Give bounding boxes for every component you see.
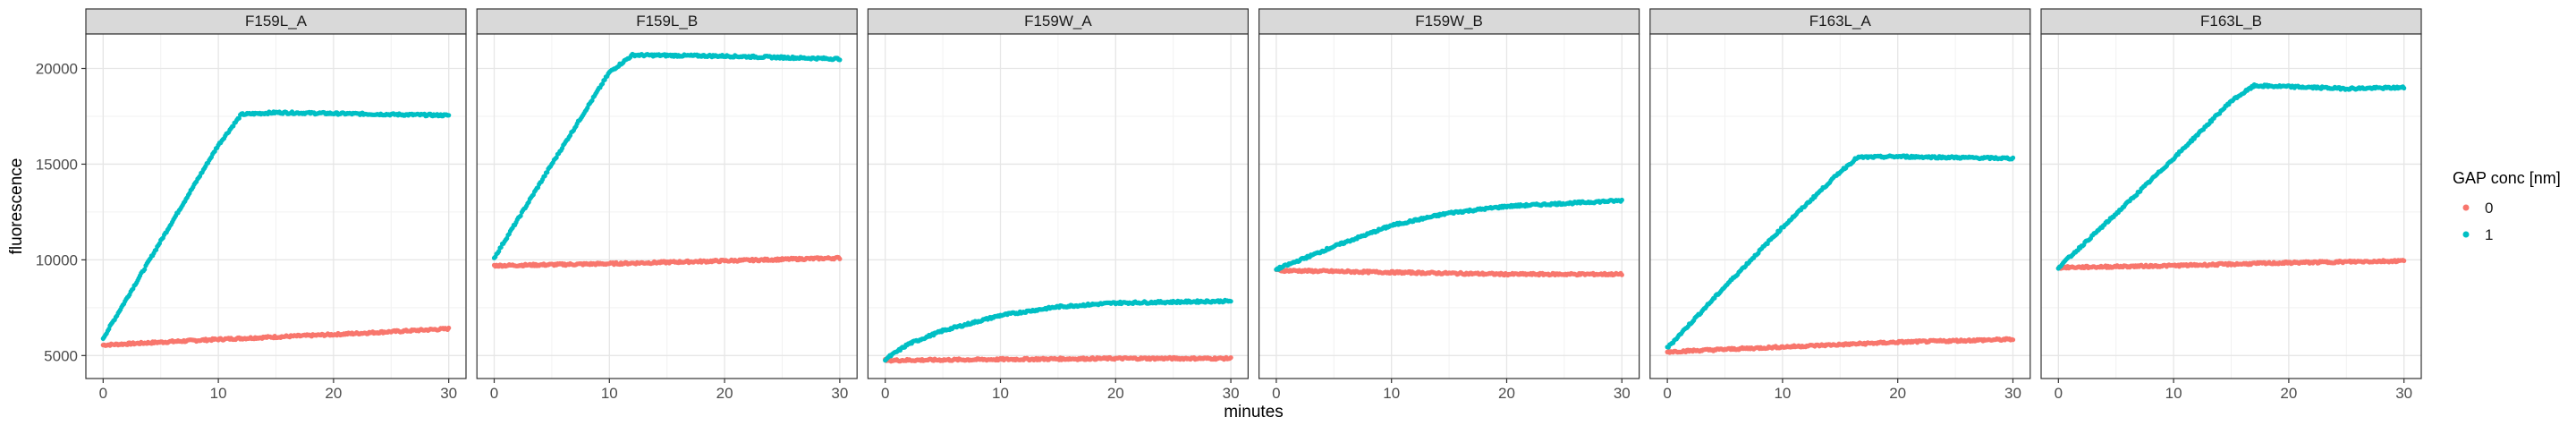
facet-panel: F159L_B 0 10 20 30 (476, 8, 858, 402)
facet-strip (476, 8, 858, 35)
x-tick-label: 20 (1889, 385, 1906, 402)
y-tick-label: 5000 (44, 347, 78, 364)
series-0 (883, 354, 1233, 364)
data-point (446, 113, 452, 118)
panel-border (476, 33, 858, 379)
data-point (1619, 197, 1624, 203)
facet-strip (1649, 8, 2031, 35)
facet-panel: F163L_B 0 10 20 30 (2040, 8, 2422, 402)
data-point (837, 57, 843, 63)
legend-title: GAP conc [nm] (2453, 169, 2561, 187)
x-tick-label: 30 (1223, 385, 1240, 402)
y-tick-label: 15000 (36, 156, 78, 173)
facet-strip-label: F159L_B (636, 13, 698, 30)
x-tick-label: 30 (2004, 385, 2021, 402)
data-point (1228, 299, 1233, 304)
x-tick-label: 10 (601, 385, 618, 402)
x-tick-label: 20 (2280, 385, 2297, 402)
x-tick-label: 30 (1614, 385, 1631, 402)
x-tick-label: 20 (716, 385, 733, 402)
facet-panel: F159L_A 0 10 20 30 5000 10000 15000 20000 (36, 8, 467, 402)
facet-panel: F163L_A 0 10 20 30 (1649, 8, 2031, 402)
legend-key (2462, 231, 2470, 238)
facet-strip-label: F159W_B (1415, 13, 1483, 30)
facet-strip-label: F159W_A (1024, 13, 1092, 30)
panel-border (2040, 33, 2422, 379)
x-tick-label: 20 (1107, 385, 1124, 402)
x-tick-label: 10 (1383, 385, 1400, 402)
series-0 (100, 325, 452, 348)
facet-strip-label: F163L_B (2200, 13, 2262, 30)
facet-panel: F159W_B 0 10 20 30 (1258, 8, 1640, 402)
series-1 (491, 51, 843, 260)
data-point (1619, 272, 1624, 277)
facet-strip-label: F163L_A (1809, 13, 1872, 30)
series-1 (2055, 82, 2407, 271)
x-tick-label: 10 (2165, 385, 2182, 402)
data-point (446, 325, 452, 331)
series-1 (1665, 153, 2016, 350)
y-tick-label: 10000 (36, 251, 78, 268)
legend-label: 1 (2485, 226, 2493, 243)
legend: GAP conc [nm] 0 1 (2453, 169, 2561, 243)
data-point (2010, 155, 2016, 160)
facet-strip (2040, 8, 2422, 35)
x-tick-label: 0 (2055, 385, 2063, 402)
data-point (2010, 337, 2016, 343)
facet-panel: F159W_A 0 10 20 30 (867, 8, 1250, 402)
data-point (2402, 258, 2407, 263)
x-tick-label: 10 (992, 385, 1009, 402)
facet-strip-label: F159L_A (245, 13, 308, 30)
legend-label: 0 (2485, 200, 2493, 217)
x-axis-title: minutes (1224, 403, 1284, 421)
facet-strip (85, 8, 467, 35)
panel-border (867, 33, 1250, 379)
facet-strip (867, 8, 1250, 35)
x-tick-label: 0 (99, 385, 107, 402)
series-0 (491, 254, 843, 269)
data-point (837, 256, 843, 261)
data-point (2402, 85, 2407, 91)
x-tick-label: 30 (440, 385, 457, 402)
data-point (142, 267, 148, 272)
panel-border (1649, 33, 2031, 379)
series-0 (1274, 267, 1624, 278)
x-tick-label: 10 (1774, 385, 1791, 402)
y-tick-label: 20000 (36, 61, 78, 78)
x-tick-label: 20 (325, 385, 342, 402)
x-tick-label: 10 (210, 385, 227, 402)
x-tick-label: 30 (2395, 385, 2412, 402)
series-1 (100, 109, 452, 341)
facet-strip (1258, 8, 1640, 35)
x-tick-label: 0 (1272, 385, 1280, 402)
legend-key (2462, 204, 2470, 211)
series-1 (883, 297, 1233, 363)
x-tick-label: 0 (881, 385, 889, 402)
panel-border (1258, 33, 1640, 379)
panel-border (85, 33, 467, 379)
x-tick-label: 0 (1663, 385, 1671, 402)
series-0 (1665, 336, 2016, 355)
data-point (518, 213, 523, 218)
x-tick-label: 30 (831, 385, 848, 402)
x-tick-label: 20 (1498, 385, 1515, 402)
y-axis-title: fluorescence (7, 158, 26, 255)
series-1 (1274, 197, 1624, 272)
data-point (1228, 355, 1233, 361)
x-tick-label: 0 (490, 385, 498, 402)
